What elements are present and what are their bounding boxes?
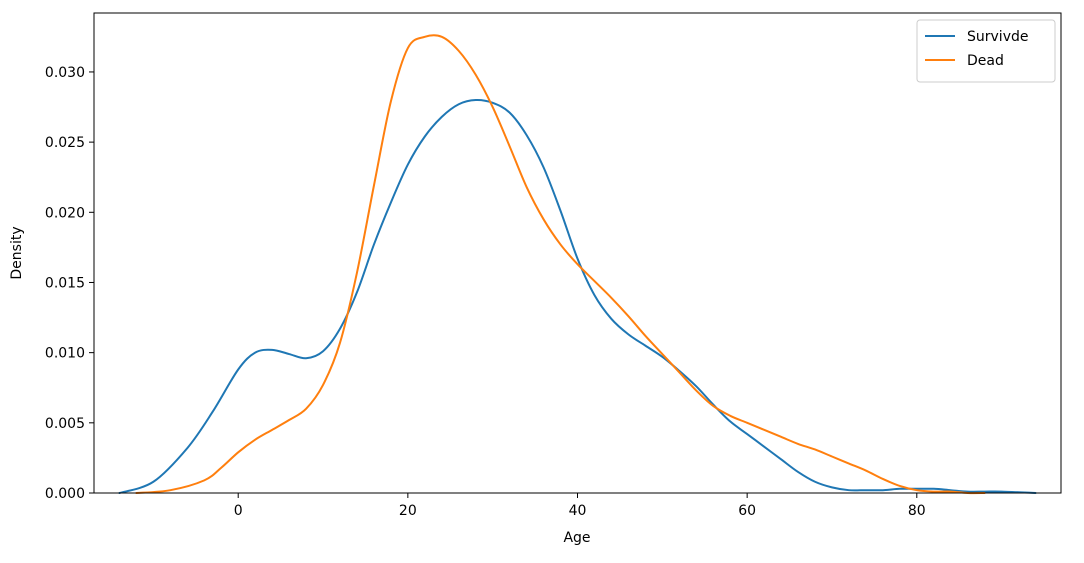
y-tick-label: 0.005	[45, 416, 85, 432]
y-axis-title: Density	[9, 226, 25, 279]
x-tick-label: 40	[569, 503, 587, 519]
y-tick-label: 0.030	[45, 65, 85, 81]
x-tick-label: 80	[908, 503, 926, 519]
axes-layer: 0 20 40 60 80 0.000 0.005 0.010 0.015 0.020 0.025 0…	[45, 12, 1062, 519]
series-line-survivde	[118, 98, 1037, 494]
x-axis-title: Age	[563, 530, 590, 546]
y-tick-label: 0.025	[45, 135, 85, 151]
series-line-dead	[135, 34, 986, 495]
y-tick-label: 0.015	[45, 275, 85, 291]
legend: Survivde Dead	[916, 19, 1056, 83]
y-tick-label: 0.020	[45, 205, 85, 221]
x-tick-label: 0	[234, 503, 243, 519]
legend-label-survivde: Survivde	[967, 29, 1028, 45]
x-tick-label: 20	[399, 503, 417, 519]
x-tick-label: 60	[738, 503, 756, 519]
y-tick-label: 0.000	[45, 486, 85, 502]
legend-label-dead: Dead	[967, 53, 1004, 69]
y-tick-label: 0.010	[45, 346, 85, 362]
series-layer	[118, 34, 1037, 495]
